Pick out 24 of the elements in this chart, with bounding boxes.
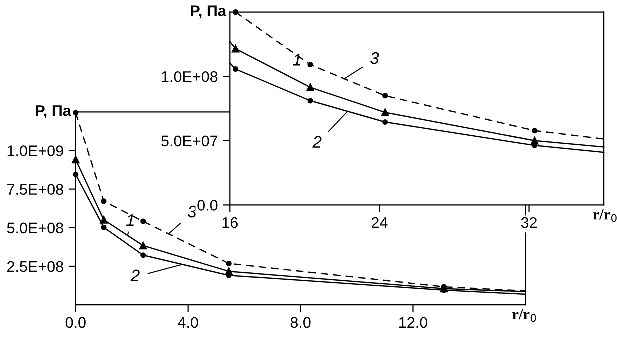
x-tick-label: 32 <box>521 217 537 228</box>
annotation: 1 <box>293 54 301 66</box>
x-tick-label: 24 <box>372 217 388 228</box>
y-tick-label: 1.0E+09 <box>8 146 64 156</box>
y-axis-title: P, Па <box>191 6 226 19</box>
y-tick-label: 5.0E+08 <box>7 222 64 234</box>
y-tick-label: 0.0 <box>198 200 218 211</box>
x-tick-label: 0.0 <box>66 317 86 328</box>
y-axis-title: P, Па <box>36 106 72 118</box>
x-tick-label: 16 <box>222 217 238 228</box>
y-tick-label: 1.0E+08 <box>162 71 218 82</box>
x-axis-title: r/r$_{0}$ <box>512 309 536 322</box>
annotation: 2 <box>312 136 322 148</box>
annotation: 2 <box>130 270 140 282</box>
x-tick-label: 12.0 <box>400 317 428 328</box>
x-axis-title: r/r$_{0}$ <box>593 210 617 222</box>
annotation: 1 <box>126 214 134 226</box>
annotation: 3 <box>370 52 380 64</box>
x-tick-label: 8.0 <box>290 317 311 328</box>
y-tick-label: 2.5E+08 <box>8 261 64 272</box>
y-tick-label: 7.5E+08 <box>8 184 64 196</box>
x-tick-label: 4.0 <box>178 317 198 328</box>
annotation: 3 <box>188 206 197 218</box>
y-tick-label: 5.0E+07 <box>162 136 218 147</box>
